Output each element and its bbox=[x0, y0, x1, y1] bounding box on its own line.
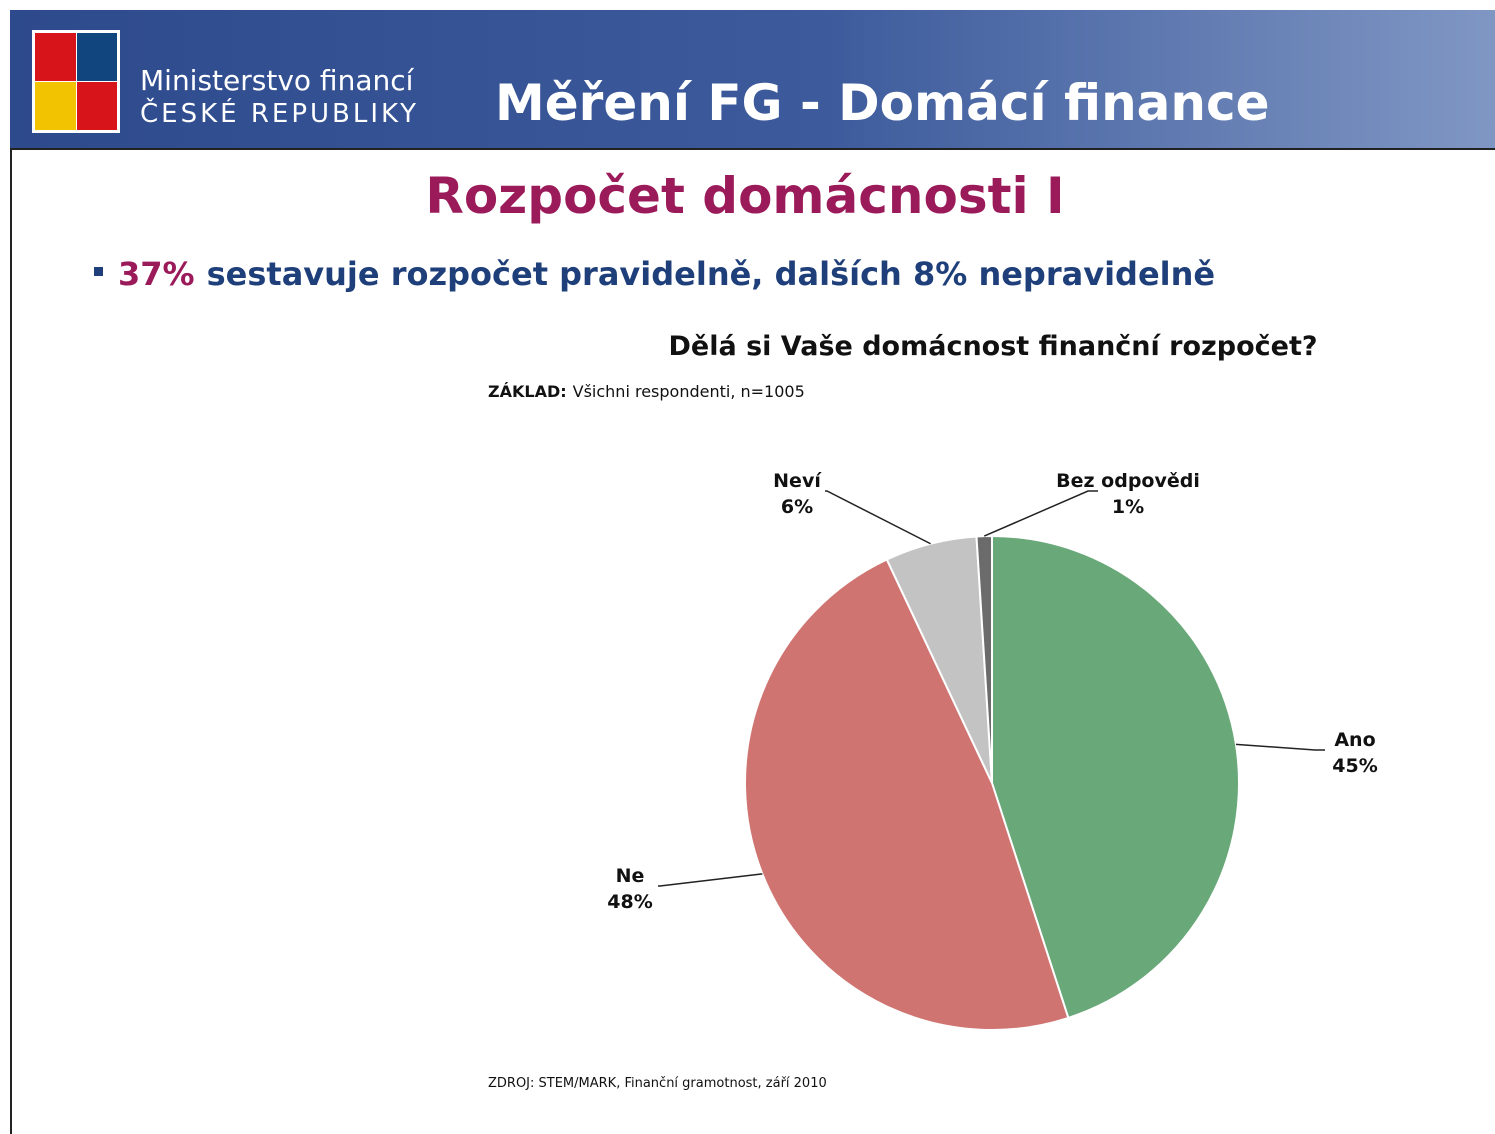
ministry-country: ČESKÉ REPUBLIKY bbox=[140, 97, 419, 129]
chart-subtitle: ZÁKLAD: Všichni respondenti, n=1005 bbox=[488, 382, 805, 401]
bullet-text: sestavuje rozpočet pravidelně, dalších 8… bbox=[207, 255, 1216, 293]
pie-slice bbox=[744, 558, 1070, 1031]
slice-value-label: 45% bbox=[1332, 755, 1377, 777]
leader-line bbox=[658, 873, 763, 887]
bullet-highlight: 37% bbox=[118, 255, 195, 293]
slice-category: Bez odpovědi bbox=[1056, 470, 1200, 492]
leader-line bbox=[825, 490, 931, 545]
header-bar bbox=[10, 10, 1495, 148]
leader-line bbox=[983, 490, 1098, 537]
header-title: Měření FG - Domácí finance bbox=[495, 74, 1270, 132]
slice-category: Neví bbox=[773, 470, 822, 492]
leader-line bbox=[1235, 743, 1325, 751]
slice-category: Ne bbox=[616, 865, 645, 887]
bullet: 37% sestavuje rozpočet pravidelně, dalšíc… bbox=[118, 255, 1215, 293]
bullet-marker bbox=[94, 267, 103, 276]
slice-value-label: 1% bbox=[1112, 496, 1144, 518]
subtitle-text: Všichni respondenti, n=1005 bbox=[573, 382, 805, 401]
logo bbox=[32, 30, 120, 133]
subtitle-label: ZÁKLAD: bbox=[488, 382, 567, 401]
slice-value-label: 48% bbox=[607, 891, 652, 913]
ministry-name: Ministerstvo financí bbox=[140, 64, 415, 97]
slide-title: Rozpočet domácnosti I bbox=[425, 167, 1064, 225]
chart-title: Dělá si Vaše domácnost finanční rozpočet… bbox=[668, 331, 1317, 362]
chart-source: ZDROJ: STEM/MARK, Finanční gramotnost, z… bbox=[488, 1076, 827, 1091]
pie-slice bbox=[991, 534, 1240, 1020]
slice-category: Ano bbox=[1334, 729, 1375, 751]
slice-value-label: 6% bbox=[781, 496, 813, 518]
